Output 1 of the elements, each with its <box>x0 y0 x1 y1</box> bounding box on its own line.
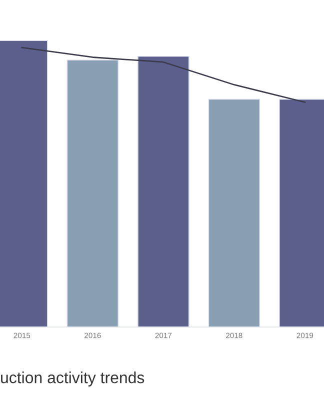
text: uction activity trends <box>1 372 144 386</box>
